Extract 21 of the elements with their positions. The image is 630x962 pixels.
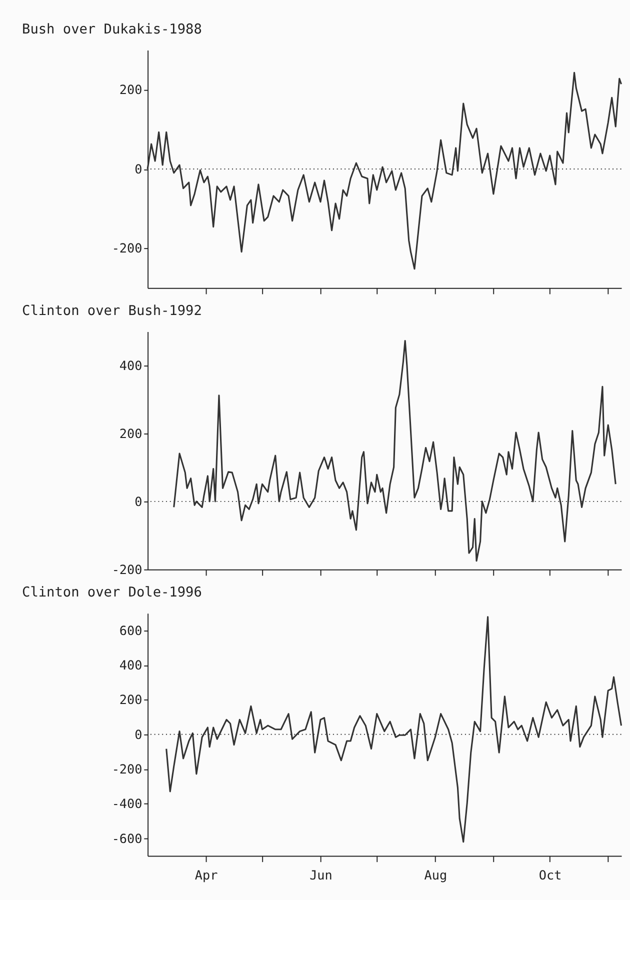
x-tick-label: Aug — [424, 868, 448, 883]
y-tick-label: 400 — [119, 657, 142, 672]
y-tick-label: 600 — [119, 622, 142, 638]
y-tick-label: 0 — [134, 494, 142, 509]
y-tick-label: 0 — [134, 726, 142, 742]
y-tick-label: 200 — [119, 82, 142, 98]
x-tick-label: Apr — [194, 868, 218, 883]
y-tick-label: 0 — [134, 161, 142, 176]
y-tick-label: -200 — [112, 562, 142, 577]
y-tick-label: 200 — [119, 426, 142, 441]
chart-title: Clinton over Dole-1996 — [22, 584, 202, 601]
y-tick-label: -600 — [112, 830, 142, 846]
x-tick-label: Oct — [538, 868, 562, 883]
y-tick-label: -200 — [112, 240, 142, 256]
y-tick-label: 400 — [119, 358, 142, 373]
y-tick-label: -200 — [112, 761, 142, 776]
y-tick-label: 200 — [119, 692, 142, 708]
y-tick-label: -400 — [112, 796, 142, 812]
x-tick-label: Jun — [310, 868, 332, 883]
chart-title: Bush over Dukakis-1988 — [22, 22, 202, 38]
chart-title: Clinton over Bush-1992 — [22, 303, 202, 320]
